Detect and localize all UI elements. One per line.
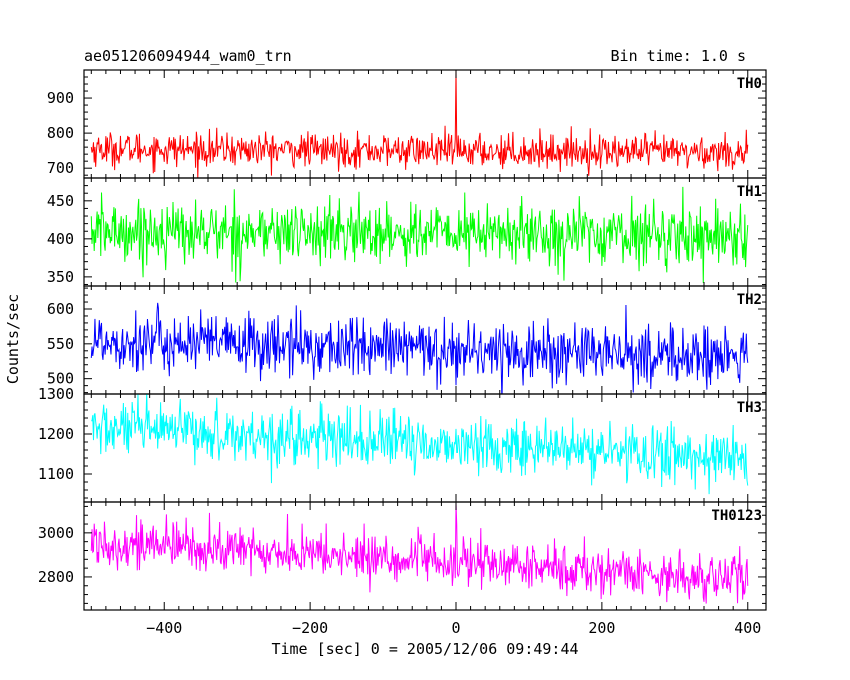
panel-th3: 1100 1200 1300 TH3: [38, 385, 767, 503]
series-line-th0123: [90, 503, 749, 604]
y-tick-label: 900: [47, 89, 74, 107]
y-tick-label: 400: [47, 230, 74, 248]
panel-label: TH0123: [711, 508, 762, 524]
x-tick-label: 0: [451, 619, 460, 637]
panel-th2: 500 550 600 TH2: [47, 285, 767, 395]
y-axis-title: Counts/sec: [4, 294, 22, 384]
x-tick-label: 200: [588, 619, 615, 637]
y-tick-label: 800: [47, 124, 74, 142]
panel-frame: [83, 501, 767, 611]
panel-th1: 350 400 450 TH1: [47, 177, 767, 287]
panel-label: TH1: [737, 184, 762, 200]
y-tick-label: 600: [47, 300, 74, 318]
y-tick-label: 3000: [38, 524, 74, 542]
y-tick-label: 2800: [38, 568, 74, 586]
series-line-th3: [91, 394, 749, 495]
y-tick-label: 550: [47, 335, 74, 353]
y-tick-label: 1100: [38, 465, 74, 483]
panel-label: TH2: [737, 292, 762, 308]
source-name-title: ae051206094944_wam0_trn: [84, 47, 292, 65]
y-tick-label: 450: [47, 192, 74, 210]
series-line-th2: [90, 302, 749, 394]
y-tick-label: 700: [47, 159, 74, 177]
x-tick-label: −200: [292, 619, 328, 637]
panel-frame: [83, 69, 767, 179]
y-tick-label: 1200: [38, 425, 74, 443]
panel-th0: 700 800 900 TH0: [47, 69, 767, 179]
y-tick-label: 350: [47, 268, 74, 286]
x-axis-title: Time [sec] 0 = 2005/12/06 09:49:44: [271, 640, 578, 658]
panel-label: TH3: [737, 400, 762, 416]
y-tick-label: 1300: [38, 385, 74, 403]
x-tick-label: 400: [734, 619, 761, 637]
series-line-th1: [90, 186, 749, 283]
panel-frame: [83, 393, 767, 503]
bin-time-label: Bin time: 1.0 s: [611, 47, 746, 65]
series-line-th0: [90, 70, 749, 178]
y-tick-label: 500: [47, 370, 74, 388]
panel-label: TH0: [737, 76, 762, 92]
x-tick-label: −400: [146, 619, 182, 637]
panel-th0123: 2800 3000 TH0123: [38, 501, 767, 611]
panels-group: 700 800 900 TH0 350 400 450 TH1 500 550 600 TH2 1100…: [38, 69, 767, 637]
